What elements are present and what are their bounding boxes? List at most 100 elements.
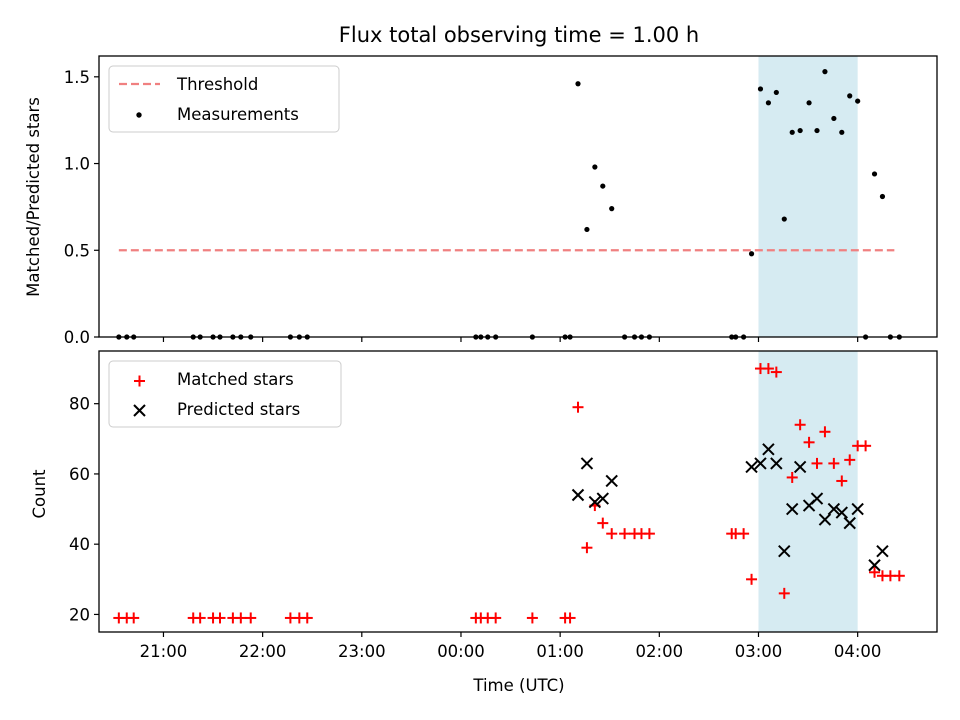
bottom-axes-frame (98, 350, 938, 633)
top-legend: Threshold Measurements (108, 65, 340, 133)
top-ytick-label: 0.0 (64, 328, 90, 347)
matched-star-point (572, 401, 584, 413)
predicted-star-point (876, 545, 889, 558)
matched-star-point (619, 528, 631, 540)
measurement-point (855, 98, 861, 104)
legend-predicted-swatch (133, 404, 146, 417)
matched-star-point (128, 612, 140, 624)
matched-star-point (860, 440, 872, 452)
predicted-star-point (770, 457, 783, 470)
matched-star-point (811, 457, 823, 469)
measurement-point (797, 127, 803, 134)
legend-threshold-label: Threshold (176, 75, 258, 94)
matched-star-point (301, 612, 313, 624)
top-axes-frame (98, 55, 938, 338)
matched-star-point (803, 436, 815, 448)
bottom-legend: Matched stars Predicted stars (108, 360, 342, 428)
bottom-xtick-label: 00:00 (437, 642, 485, 661)
matched-star-point (597, 517, 609, 529)
measurement-point (839, 129, 845, 135)
predicted-star-point (810, 492, 824, 505)
matched-star-point (746, 573, 758, 585)
legend-measurements-label: Measurements (177, 105, 299, 124)
measurement-point (822, 69, 828, 75)
matched-star-point (819, 426, 831, 438)
bottom-highlight-span (758, 351, 858, 632)
predicted-star-point (580, 457, 594, 470)
measurement-point (847, 93, 853, 99)
predicted-star-point (754, 457, 767, 470)
bottom-ytick-label: 40 (69, 535, 90, 554)
matched-star-point (245, 612, 257, 624)
predicted-star-point (605, 474, 618, 488)
top-ylabel: Matched/Predicted stars (24, 97, 43, 297)
predicted-star-point (868, 559, 881, 572)
predicted-star-point (588, 495, 602, 509)
bottom-xtick-label: 01:00 (536, 642, 584, 661)
predicted-star-point (745, 460, 758, 474)
matched-star-point (770, 366, 782, 378)
measurement-point (748, 251, 755, 257)
matched-star-point (738, 528, 750, 540)
predicted-star-point (818, 513, 832, 526)
matched-star-point (643, 528, 655, 540)
measurement-point (814, 127, 820, 134)
predicted-star-point (835, 506, 849, 519)
top-ytick-label: 1.0 (64, 155, 90, 174)
predicted-star-point (778, 545, 791, 558)
top-highlight-span (758, 56, 858, 337)
measurement-point (781, 216, 787, 222)
matched-star-point (235, 612, 247, 624)
matched-star-point (794, 419, 806, 431)
predicted-star-point (793, 460, 807, 474)
predicted-star-point (571, 488, 585, 502)
bottom-ytick-label: 20 (69, 605, 90, 624)
measurement-point (831, 115, 837, 122)
matched-star-point (581, 542, 593, 554)
predicted-star-point (762, 443, 775, 456)
predicted-star-point (843, 516, 856, 530)
legend-matched-swatch (134, 375, 145, 387)
bottom-xlabel: Time (UTC) (472, 676, 564, 695)
bottom-panel: 20 40 60 80 21:00 22:00 23:00 00:00 01:00 02:00 0… (30, 350, 938, 695)
predicted-star-point (786, 502, 799, 516)
predicted-star-point (596, 492, 609, 505)
measurement-point (592, 164, 598, 170)
bottom-xtick-label: 23:00 (338, 642, 386, 661)
matched-star-point (762, 363, 774, 375)
bottom-ytick-label: 80 (69, 395, 90, 414)
measurement-point (789, 129, 795, 135)
matched-star-point (869, 566, 881, 578)
measurement-point (871, 171, 878, 177)
measurement-point (773, 89, 779, 96)
matched-star-point (836, 475, 848, 487)
measurement-point (757, 86, 764, 92)
matched-star-point (778, 587, 790, 599)
legend-measurements-swatch (136, 112, 142, 118)
matched-star-point (606, 528, 618, 540)
matched-star-point (526, 612, 538, 624)
matched-star-point (564, 612, 576, 624)
measurement-point (879, 193, 886, 200)
matched-star-point (828, 457, 840, 469)
measurement-point (765, 100, 772, 106)
matched-star-point (490, 612, 502, 624)
bottom-ylabel: Count (30, 469, 49, 519)
measurement-point (584, 226, 590, 233)
predicted-star-point (851, 502, 864, 516)
legend-predicted-label: Predicted stars (177, 400, 300, 419)
matched-star-point (893, 570, 905, 582)
legend-matched-label: Matched stars (177, 370, 294, 389)
matched-star-point (786, 471, 798, 483)
bottom-xtick-label: 21:00 (140, 642, 188, 661)
bottom-xtick-label: 22:00 (239, 642, 287, 661)
matched-star-point (844, 454, 856, 466)
top-panel: 0.0 0.5 1.0 1.5 Matched/Predicted stars Thr… (24, 55, 938, 347)
top-ytick-label: 0.5 (64, 241, 90, 260)
bottom-xtick-label: 04:00 (834, 642, 882, 661)
matched-star-point (194, 612, 206, 624)
chart-title: Flux total observing time = 1.00 h (339, 23, 699, 47)
measurement-point (600, 183, 606, 189)
bottom-xtick-label: 02:00 (636, 642, 684, 661)
